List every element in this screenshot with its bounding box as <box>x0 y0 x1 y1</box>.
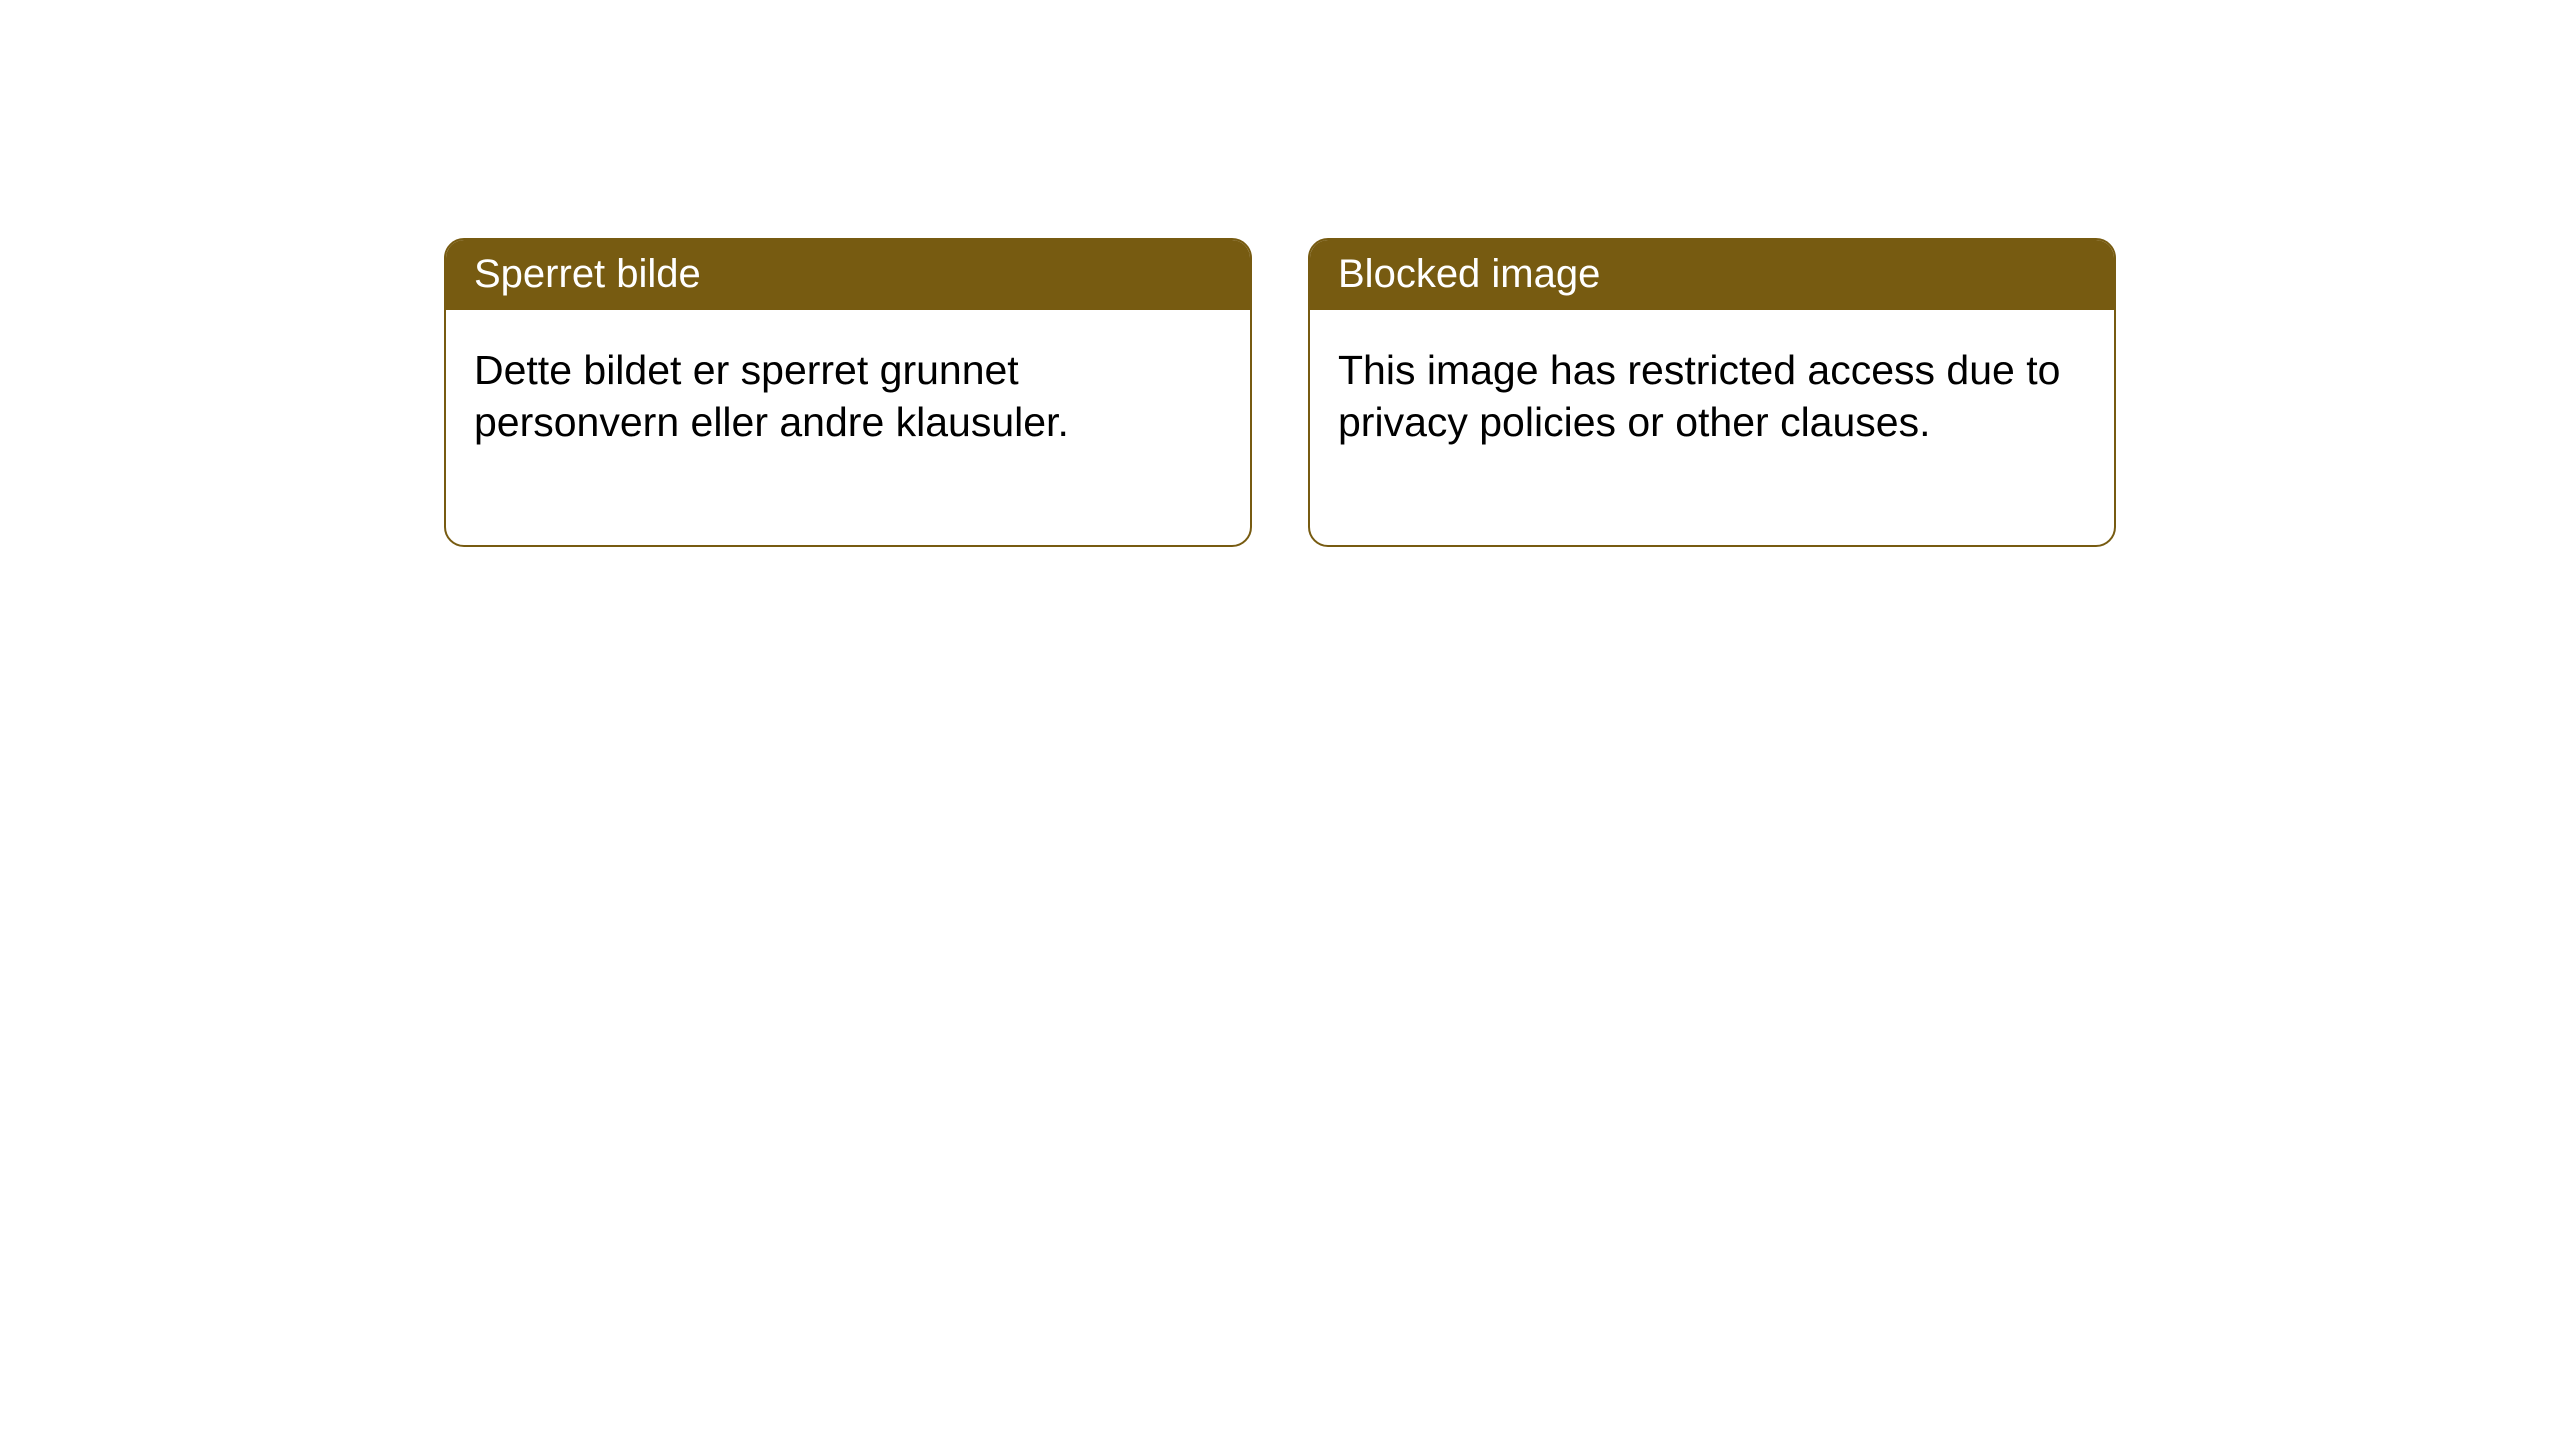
notice-card-english: Blocked image This image has restricted … <box>1308 238 2116 547</box>
notice-body: Dette bildet er sperret grunnet personve… <box>446 310 1250 545</box>
notice-card-norwegian: Sperret bilde Dette bildet er sperret gr… <box>444 238 1252 547</box>
notice-body: This image has restricted access due to … <box>1310 310 2114 545</box>
notice-title: Blocked image <box>1310 240 2114 310</box>
notice-title: Sperret bilde <box>446 240 1250 310</box>
notice-container: Sperret bilde Dette bildet er sperret gr… <box>0 0 2560 547</box>
